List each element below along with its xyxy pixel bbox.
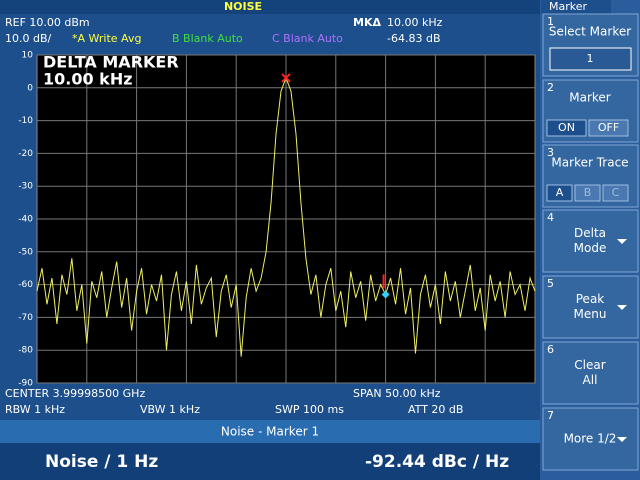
softkey-option[interactable] — [546, 119, 587, 137]
y-tick-label: -80 — [18, 346, 33, 356]
softkey-option-label: A — [556, 186, 564, 199]
softkey-option[interactable] — [602, 184, 629, 202]
softkey-label: Clear — [574, 358, 605, 372]
mode-bar — [0, 0, 540, 14]
softkey-label: Delta — [574, 226, 606, 240]
marker-level: -64.83 dB — [387, 32, 441, 45]
readout-label: Noise / 1 Hz — [45, 452, 158, 472]
menu-title: Marker — [549, 0, 587, 13]
softkey-option-label: C — [612, 186, 620, 199]
softkey-label: All — [583, 373, 598, 387]
y-tick-label: -30 — [18, 182, 33, 192]
panel-bar — [0, 420, 540, 443]
softkey-label: More 1/2 — [564, 432, 617, 446]
softkey[interactable] — [542, 341, 639, 405]
softkey-number: 6 — [547, 343, 554, 356]
softkey-option-label: B — [584, 186, 592, 199]
marker-symbol — [281, 73, 291, 83]
mode-title: NOISE — [224, 0, 262, 13]
readout-value: -92.44 dBc / Hz — [365, 452, 509, 472]
ref-level: REF 10.00 dBm — [5, 16, 90, 29]
softkey-option[interactable] — [588, 119, 629, 137]
readout-bar — [0, 443, 540, 480]
softkey-number: 1 — [547, 15, 554, 28]
y-tick-label: -70 — [18, 313, 33, 323]
vbw: VBW 1 kHz — [140, 403, 200, 416]
marker-symbol — [381, 290, 390, 299]
softkey-label: Select Marker — [549, 25, 631, 39]
softkey-field[interactable] — [549, 47, 632, 71]
trace-a-state: *A Write Avg — [72, 32, 141, 45]
marker — [381, 274, 390, 299]
softkey-label: Mode — [574, 241, 607, 255]
y-tick-label: -10 — [18, 116, 33, 126]
softkey-label: Menu — [574, 307, 607, 321]
softkey-number: 3 — [547, 146, 554, 159]
softkey-label: Peak — [576, 292, 605, 306]
attenuation: ATT 20 dB — [408, 403, 463, 416]
overlay-value: 10.00 kHz — [43, 70, 133, 89]
softkey-option[interactable] — [546, 184, 573, 202]
softkey-label: Marker — [569, 91, 611, 105]
menu-tab — [541, 0, 611, 14]
marker-label: MKΔ — [353, 16, 381, 29]
submenu-arrow — [617, 437, 627, 442]
softkey-option-label: ON — [558, 121, 575, 134]
y-tick-label: -90 — [18, 379, 33, 389]
y-tick-label: 0 — [27, 83, 33, 93]
softkey-number: 5 — [547, 277, 554, 290]
y-tick-label: -60 — [18, 280, 33, 290]
sweep-time: SWP 100 ms — [275, 403, 344, 416]
span: SPAN 50.00 kHz — [353, 387, 441, 400]
submenu-arrow — [617, 239, 627, 244]
trace-c-state: C Blank Auto — [272, 32, 343, 45]
center-frequency: CENTER 3.99998500 GHz — [5, 387, 145, 400]
softkey-number: 2 — [547, 81, 554, 94]
softkey-number: 7 — [547, 409, 554, 422]
y-tick-label: 10 — [22, 51, 34, 61]
scale: 10.0 dB/ — [5, 32, 52, 45]
submenu-arrow — [617, 305, 627, 310]
y-tick-label: -40 — [18, 215, 33, 225]
trace-b-state: B Blank Auto — [172, 32, 243, 45]
y-tick-label: -50 — [18, 247, 33, 257]
marker-frequency: 10.00 kHz — [387, 16, 443, 29]
softkey-field-value: 1 — [587, 52, 594, 65]
softkey-option-label: OFF — [598, 121, 619, 134]
softkey-label: Marker Trace — [551, 156, 628, 170]
rbw: RBW 1 kHz — [5, 403, 65, 416]
panel-title: Noise - Marker 1 — [221, 425, 319, 439]
marker — [281, 73, 291, 83]
y-tick-label: -20 — [18, 149, 33, 159]
softkey-option[interactable] — [574, 184, 601, 202]
overlay-title: DELTA MARKER — [43, 53, 179, 72]
softkey-number: 4 — [547, 211, 554, 224]
